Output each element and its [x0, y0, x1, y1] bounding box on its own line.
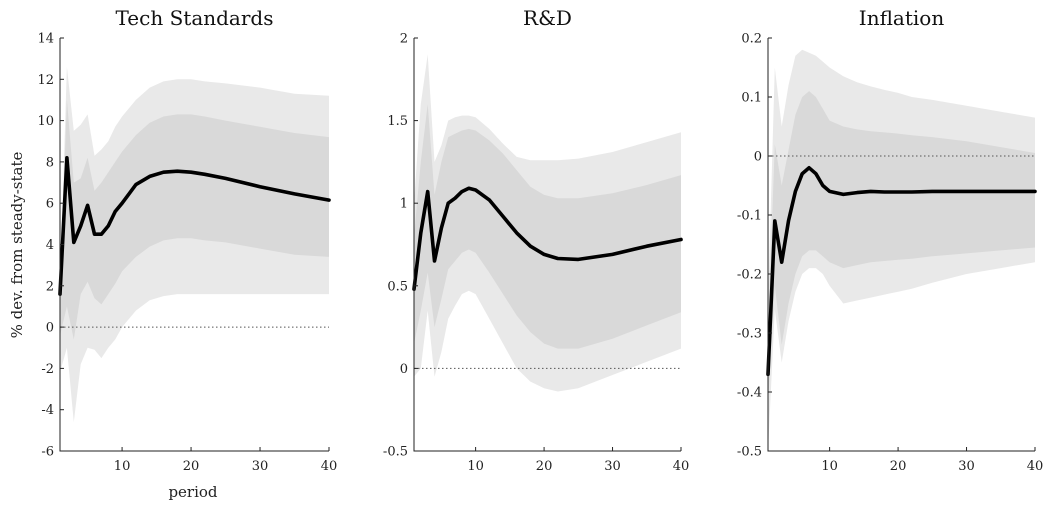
- panel-title: Tech Standards: [116, 6, 274, 30]
- y-tick-label: 2: [400, 32, 408, 47]
- x-tick-label: 10: [114, 459, 131, 474]
- x-tick-label: 40: [1027, 459, 1044, 474]
- panel-2: -0.5 0 0.5 1 1.5 2 10 20 30 40 R&D: [383, 6, 689, 474]
- panel-3: -0.5 -0.4 -0.3 -0.2 -0.1 0 0.1 0.2 10 20 30 40 Infla…: [737, 6, 1043, 474]
- median-line: [58, 156, 331, 296]
- panel-title: Inflation: [859, 6, 945, 30]
- y-tick-label: 14: [37, 32, 54, 47]
- x-tick-label: 10: [467, 459, 484, 474]
- y-tick-label: 10: [37, 114, 54, 129]
- y-tick-label: 8: [46, 155, 54, 170]
- x-tick-label: 20: [536, 459, 553, 474]
- y-tick-label: 4: [46, 238, 54, 253]
- y-tick-label: -0.1: [737, 209, 762, 224]
- x-tick-label: 30: [958, 459, 975, 474]
- y-axis-label: % dev. from steady-state: [8, 152, 26, 339]
- x-tick-label: 40: [321, 459, 338, 474]
- y-tick-label: -0.2: [737, 268, 762, 283]
- inner-band: [60, 99, 329, 340]
- y-tick-label: 12: [37, 73, 54, 88]
- x-axis-label: period: [168, 483, 217, 501]
- x-tick-label: 20: [890, 459, 907, 474]
- y-tick-label: -2: [41, 362, 54, 377]
- median-line: [766, 166, 1037, 377]
- y-tick-label: -4: [41, 403, 54, 418]
- inner-band: [768, 91, 1035, 404]
- x-tick-label: 10: [821, 459, 838, 474]
- x-tick-label: 30: [252, 459, 269, 474]
- y-tick-label: 0.2: [741, 32, 762, 47]
- y-tick-label: 0: [400, 362, 408, 377]
- y-tick-label: -0.3: [737, 327, 762, 342]
- y-tick-label: 0.5: [387, 279, 408, 294]
- y-tick-label: -0.5: [737, 445, 762, 460]
- x-tick-label: 20: [183, 459, 200, 474]
- median-line: [412, 186, 683, 291]
- y-tick-label: 0: [46, 321, 54, 336]
- x-tick-label: 30: [604, 459, 621, 474]
- y-tick-label: 0.1: [741, 91, 762, 106]
- panel-1: -6 -4 -2 0 2 4 6 8 10 12 14 10 20 30 40 Tech Standards: [37, 6, 337, 474]
- panel-title: R&D: [523, 6, 572, 30]
- y-tick-label: -6: [41, 445, 54, 460]
- y-tick-label: 2: [46, 279, 54, 294]
- y-tick-label: 1: [400, 197, 408, 212]
- y-tick-label: -0.4: [737, 386, 762, 401]
- x-tick-label: 40: [673, 459, 690, 474]
- y-tick-label: 1.5: [387, 114, 408, 129]
- y-tick-label: 0: [754, 150, 762, 165]
- y-tick-label: -0.5: [383, 445, 408, 460]
- y-tick-label: 6: [46, 197, 54, 212]
- inner-band: [414, 104, 681, 349]
